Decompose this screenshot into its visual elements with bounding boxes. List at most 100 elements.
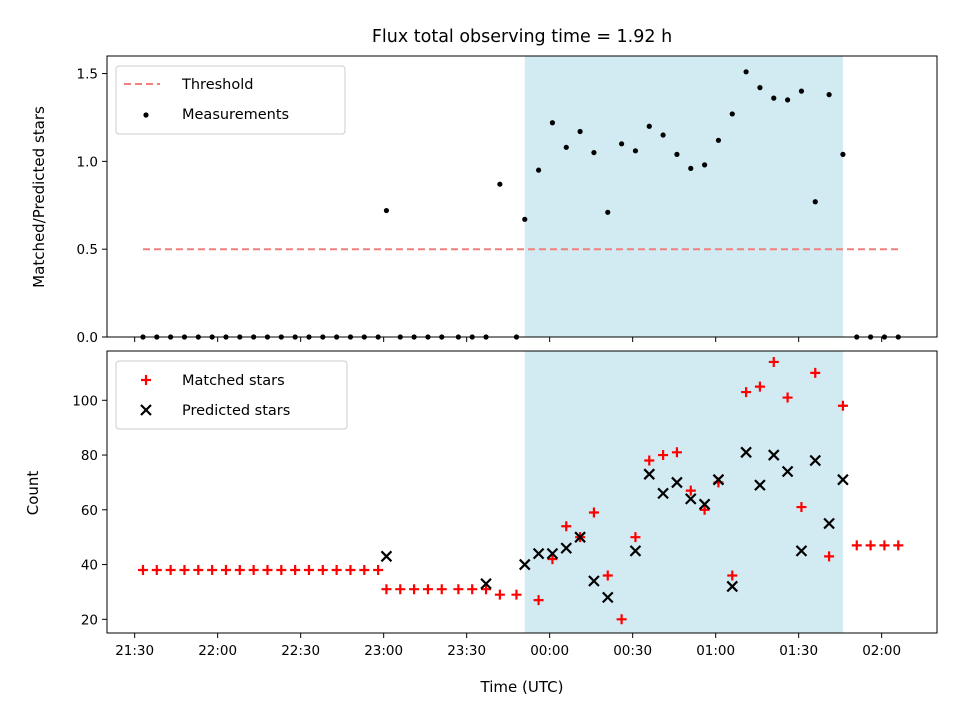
measurement-point bbox=[209, 334, 215, 340]
measurement-point bbox=[605, 209, 611, 215]
measurement-point bbox=[729, 111, 735, 117]
matched-star-point bbox=[220, 565, 231, 576]
matched-star-point bbox=[561, 521, 572, 532]
predicted-star-point bbox=[546, 547, 559, 560]
x-tick-label: 22:00 bbox=[198, 643, 237, 659]
bottom-panel: 20 40 60 80 100 21:30 22:00 22:30 23:00 23:30 00:0… bbox=[72, 350, 938, 659]
matched-star-point bbox=[179, 565, 190, 576]
legend-matched-label: Matched stars bbox=[182, 373, 285, 389]
measurement-point bbox=[251, 334, 257, 340]
measurement-point bbox=[688, 165, 694, 171]
predicted-star-point bbox=[671, 476, 683, 489]
measurement-point bbox=[549, 120, 556, 126]
legend-measurements-swatch bbox=[143, 112, 149, 118]
matched-star-point bbox=[768, 356, 779, 367]
measurement-point bbox=[347, 334, 354, 340]
predicted-star-point bbox=[740, 446, 752, 459]
legend-measurements-label: Measurements bbox=[182, 107, 289, 123]
measurement-point bbox=[646, 123, 652, 129]
x-axis-label: Time (UTC) bbox=[480, 678, 564, 696]
measurement-point bbox=[743, 69, 749, 75]
top-y-tick-label: 0.0 bbox=[77, 330, 98, 346]
measurement-point bbox=[168, 334, 174, 340]
matched-star-point bbox=[511, 589, 522, 600]
predicted-star-point bbox=[767, 449, 780, 461]
matched-star-point bbox=[893, 540, 904, 551]
matched-star-point bbox=[395, 584, 406, 595]
top-legend-box bbox=[115, 65, 346, 135]
measurement-point bbox=[264, 334, 271, 340]
predicted-star-point bbox=[698, 498, 711, 511]
matched-star-point bbox=[824, 551, 835, 562]
predicted-star-point bbox=[754, 479, 766, 491]
predicted-star-point bbox=[643, 468, 656, 480]
predicted-star-point bbox=[532, 547, 545, 560]
predicted-star-point bbox=[480, 577, 492, 590]
bottom-shaded-interval bbox=[524, 351, 843, 633]
bottom-y-tick-label: 80 bbox=[81, 448, 98, 464]
measurement-point bbox=[334, 334, 340, 340]
measurement-point bbox=[375, 334, 381, 340]
bottom-legend-box bbox=[115, 360, 348, 430]
measurement-point bbox=[469, 334, 475, 340]
measurement-point bbox=[868, 334, 874, 340]
measurement-point bbox=[154, 334, 160, 340]
measurement-point bbox=[237, 334, 243, 340]
measurement-point bbox=[306, 334, 312, 340]
measurement-point bbox=[411, 334, 417, 340]
x-tick-label: 01:30 bbox=[779, 643, 818, 659]
measurement-point bbox=[785, 97, 791, 103]
bottom-y-tick-label: 100 bbox=[72, 393, 98, 409]
matched-star-point bbox=[317, 565, 328, 576]
measurement-point bbox=[674, 151, 680, 157]
x-tick-label: 23:30 bbox=[447, 643, 486, 659]
measurement-point bbox=[483, 334, 489, 340]
predicted-star-point bbox=[781, 465, 794, 478]
matched-star-point bbox=[588, 507, 599, 518]
matched-star-point bbox=[373, 565, 384, 576]
measurement-point bbox=[702, 162, 708, 168]
measurement-point bbox=[881, 334, 888, 340]
predicted-star-point bbox=[684, 493, 697, 505]
predicted-star-point bbox=[712, 473, 725, 486]
top-shaded-interval bbox=[524, 56, 843, 337]
top-y-tick-label: 1.5 bbox=[77, 67, 98, 83]
matched-star-point bbox=[837, 400, 848, 411]
matched-star-point bbox=[727, 570, 738, 581]
matched-star-point bbox=[409, 584, 420, 595]
top-axes-frame bbox=[106, 55, 938, 338]
legend-threshold-label: Threshold bbox=[181, 77, 253, 93]
matched-star-point bbox=[453, 584, 464, 595]
matched-star-point bbox=[207, 565, 218, 576]
x-tick-label: 00:00 bbox=[530, 643, 569, 659]
matched-star-point bbox=[276, 565, 287, 576]
matched-star-point bbox=[262, 565, 273, 576]
bottom-y-tick-label: 20 bbox=[81, 612, 98, 628]
matched-star-point bbox=[644, 455, 655, 466]
measurement-point bbox=[854, 334, 860, 340]
measurement-point bbox=[383, 207, 390, 214]
measurement-point bbox=[715, 137, 722, 143]
measurement-point bbox=[223, 334, 229, 340]
bottom-y-tick-label: 40 bbox=[81, 558, 98, 574]
predicted-star-point bbox=[588, 575, 600, 587]
measurement-point bbox=[577, 128, 583, 135]
predicted-star-point bbox=[601, 591, 614, 604]
matched-star-point bbox=[151, 565, 162, 576]
measurement-point bbox=[522, 216, 528, 222]
matched-star-point bbox=[290, 565, 301, 576]
matched-star-point bbox=[602, 570, 613, 581]
legend-predicted-swatch bbox=[140, 404, 152, 416]
matched-star-point bbox=[547, 554, 558, 565]
matched-star-point bbox=[741, 387, 752, 398]
top-y-axis-label: Matched/Predicted stars bbox=[30, 106, 48, 288]
measurement-point bbox=[140, 334, 146, 340]
matched-star-point bbox=[193, 565, 204, 576]
matched-star-point bbox=[810, 367, 821, 378]
matched-star-point bbox=[630, 532, 641, 543]
predicted-star-point bbox=[726, 580, 739, 593]
matched-star-point bbox=[381, 584, 392, 595]
matched-star-point bbox=[671, 447, 682, 458]
x-tick-label: 02:00 bbox=[862, 643, 901, 659]
